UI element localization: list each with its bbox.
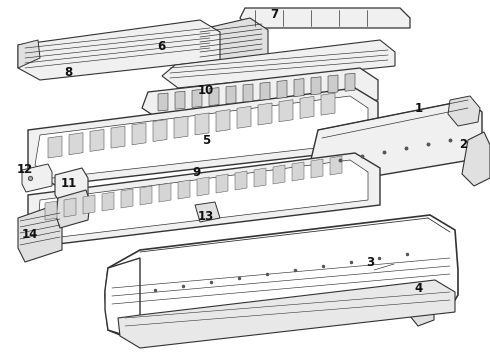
Polygon shape <box>237 106 251 128</box>
Polygon shape <box>235 171 247 190</box>
Polygon shape <box>18 205 62 262</box>
Polygon shape <box>192 89 202 107</box>
Polygon shape <box>198 18 268 65</box>
Polygon shape <box>300 96 314 118</box>
Text: 13: 13 <box>197 210 214 222</box>
Polygon shape <box>142 68 378 120</box>
Polygon shape <box>118 280 455 348</box>
Polygon shape <box>56 190 90 228</box>
Polygon shape <box>462 132 490 186</box>
Text: 8: 8 <box>65 66 73 78</box>
Polygon shape <box>240 8 410 28</box>
Polygon shape <box>195 113 209 135</box>
Polygon shape <box>260 82 270 100</box>
Polygon shape <box>153 120 167 141</box>
Polygon shape <box>195 202 220 222</box>
Polygon shape <box>90 129 104 152</box>
Polygon shape <box>102 192 114 211</box>
Polygon shape <box>410 270 434 326</box>
Polygon shape <box>243 84 253 102</box>
Polygon shape <box>321 93 335 115</box>
Polygon shape <box>294 78 304 96</box>
Polygon shape <box>111 126 125 148</box>
Polygon shape <box>197 177 209 196</box>
Polygon shape <box>174 116 188 138</box>
Text: 10: 10 <box>197 84 214 96</box>
Polygon shape <box>28 153 380 244</box>
Polygon shape <box>83 195 95 214</box>
Text: 1: 1 <box>415 102 423 114</box>
Text: 6: 6 <box>158 40 166 53</box>
Text: 12: 12 <box>16 163 33 176</box>
Polygon shape <box>273 165 285 184</box>
Text: 7: 7 <box>270 8 278 21</box>
Text: 14: 14 <box>21 228 38 240</box>
Polygon shape <box>18 20 220 80</box>
Polygon shape <box>328 75 338 93</box>
Text: 11: 11 <box>60 177 77 190</box>
Polygon shape <box>345 73 355 91</box>
Polygon shape <box>121 189 133 208</box>
Text: 3: 3 <box>366 256 374 269</box>
Polygon shape <box>277 80 287 98</box>
Polygon shape <box>38 160 368 238</box>
Polygon shape <box>330 156 342 175</box>
Polygon shape <box>308 100 482 185</box>
Polygon shape <box>22 164 52 192</box>
Polygon shape <box>35 96 368 178</box>
Polygon shape <box>162 40 395 88</box>
Polygon shape <box>45 201 57 220</box>
Text: 4: 4 <box>415 282 423 294</box>
Polygon shape <box>258 103 272 125</box>
Polygon shape <box>18 40 40 68</box>
Text: 5: 5 <box>202 134 210 147</box>
Polygon shape <box>254 168 266 187</box>
Polygon shape <box>311 77 321 95</box>
Polygon shape <box>292 162 304 181</box>
Polygon shape <box>48 136 62 158</box>
Polygon shape <box>105 258 140 340</box>
Polygon shape <box>178 180 190 199</box>
Polygon shape <box>28 88 378 185</box>
Polygon shape <box>175 91 185 109</box>
Polygon shape <box>209 87 219 105</box>
Polygon shape <box>132 123 146 145</box>
Polygon shape <box>448 96 480 126</box>
Polygon shape <box>226 86 236 104</box>
Polygon shape <box>370 262 398 318</box>
Polygon shape <box>216 174 228 193</box>
Polygon shape <box>140 186 152 205</box>
Text: 9: 9 <box>192 166 200 179</box>
Polygon shape <box>55 168 88 205</box>
Polygon shape <box>216 109 230 132</box>
Polygon shape <box>159 183 171 202</box>
Polygon shape <box>69 133 83 155</box>
Polygon shape <box>311 159 323 178</box>
Polygon shape <box>279 100 293 122</box>
Polygon shape <box>105 215 458 345</box>
Polygon shape <box>64 198 76 217</box>
Polygon shape <box>158 93 168 111</box>
Text: 2: 2 <box>459 138 467 150</box>
